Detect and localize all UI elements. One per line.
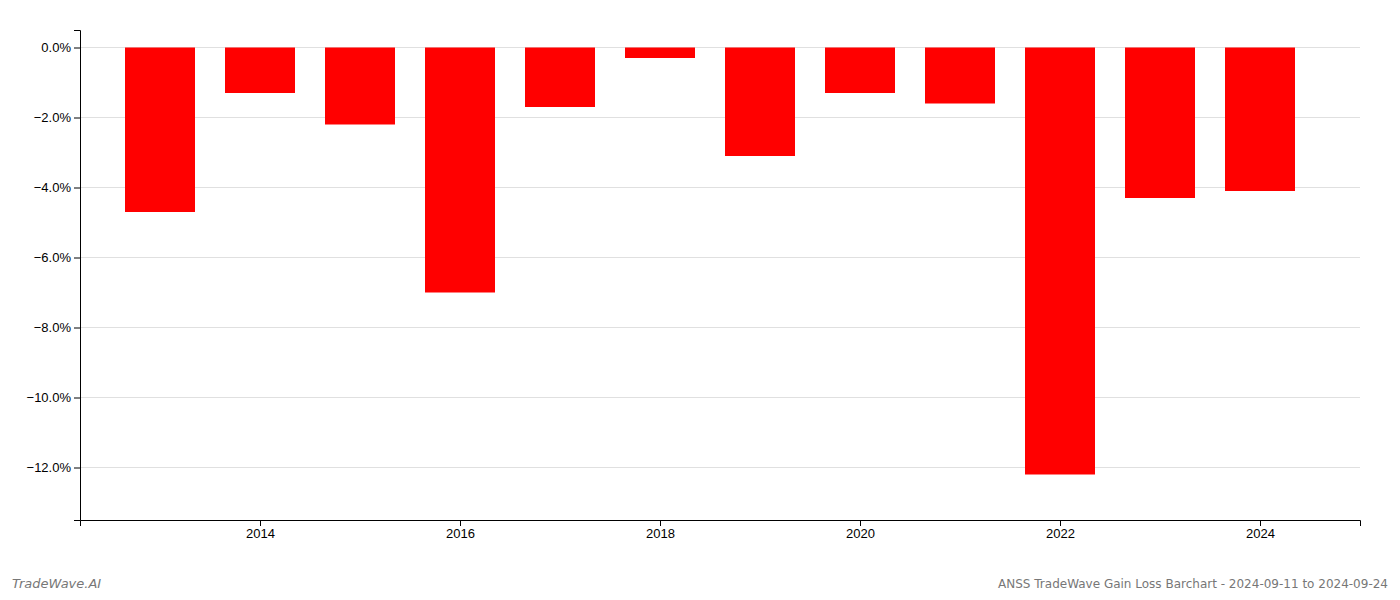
y-tick-mark bbox=[74, 398, 80, 399]
y-tick: −12.0% bbox=[27, 460, 80, 475]
grid-line bbox=[80, 397, 1360, 398]
x-tick-label: 2016 bbox=[446, 526, 475, 541]
x-tick-mark bbox=[1060, 520, 1061, 526]
x-tick-mark bbox=[260, 520, 261, 526]
y-tick-label: −6.0% bbox=[34, 250, 72, 265]
x-tick-label: 2018 bbox=[646, 526, 675, 541]
y-tick-mark bbox=[74, 48, 80, 49]
x-tick-mark bbox=[460, 520, 461, 526]
y-tick-label: −8.0% bbox=[34, 320, 72, 335]
y-tick-label: −2.0% bbox=[34, 110, 72, 125]
y-tick-mark bbox=[74, 328, 80, 329]
y-tick-label: −10.0% bbox=[27, 390, 72, 405]
y-tick-mark bbox=[74, 118, 80, 119]
bar bbox=[325, 48, 395, 125]
y-tick: −4.0% bbox=[34, 180, 80, 195]
x-tick-label: 2014 bbox=[246, 526, 275, 541]
x-tick: 2014 bbox=[246, 520, 275, 541]
bar bbox=[825, 48, 895, 94]
x-tick-label: 2020 bbox=[846, 526, 875, 541]
bar bbox=[225, 48, 295, 94]
y-tick: −6.0% bbox=[34, 250, 80, 265]
bar bbox=[625, 48, 695, 59]
y-tick-label: −12.0% bbox=[27, 460, 72, 475]
x-axis-line bbox=[81, 521, 1361, 527]
bar bbox=[125, 48, 195, 213]
y-tick: −8.0% bbox=[34, 320, 80, 335]
bar bbox=[525, 48, 595, 108]
footer-note: TradeWave.AI bbox=[12, 576, 101, 591]
grid bbox=[80, 48, 1360, 468]
x-tick-mark bbox=[1260, 520, 1261, 526]
grid-line bbox=[80, 467, 1360, 468]
x-tick: 2022 bbox=[1046, 520, 1075, 541]
x-tick: 2018 bbox=[646, 520, 675, 541]
grid-line bbox=[80, 257, 1360, 258]
y-tick-mark bbox=[74, 468, 80, 469]
x-tick-label: 2022 bbox=[1046, 526, 1075, 541]
x-tick: 2016 bbox=[446, 520, 475, 541]
x-tick-mark bbox=[660, 520, 661, 526]
y-axis-line bbox=[74, 31, 81, 521]
chart: 2014 2016 2018 2020 2022 2024 0.0% −2.0% −4.0% −6… bbox=[0, 0, 1400, 600]
y-tick-mark bbox=[74, 258, 80, 259]
bar bbox=[725, 48, 795, 157]
y-tick-mark bbox=[74, 188, 80, 189]
x-axis: 2014 2016 2018 2020 2022 2024 bbox=[81, 520, 1361, 541]
x-tick-label: 2024 bbox=[1246, 526, 1275, 541]
bar bbox=[1125, 48, 1195, 199]
y-tick: −10.0% bbox=[27, 390, 80, 405]
bar bbox=[925, 48, 995, 104]
y-tick-label: −4.0% bbox=[34, 180, 72, 195]
bar bbox=[1225, 48, 1295, 192]
y-tick: 0.0% bbox=[41, 40, 80, 55]
x-tick: 2020 bbox=[846, 520, 875, 541]
y-axis: 0.0% −2.0% −4.0% −6.0% −8.0% −10.0% −12.0% bbox=[27, 31, 81, 521]
plot-area bbox=[125, 48, 1295, 475]
x-tick: 2024 bbox=[1246, 520, 1275, 541]
grid-line bbox=[80, 327, 1360, 328]
x-tick-mark bbox=[860, 520, 861, 526]
bar bbox=[1025, 48, 1095, 475]
bar bbox=[425, 48, 495, 293]
title: ANSS TradeWave Gain Loss Barchart - 2024… bbox=[998, 577, 1388, 591]
y-tick: −2.0% bbox=[34, 110, 80, 125]
y-tick-label: 0.0% bbox=[41, 40, 71, 55]
